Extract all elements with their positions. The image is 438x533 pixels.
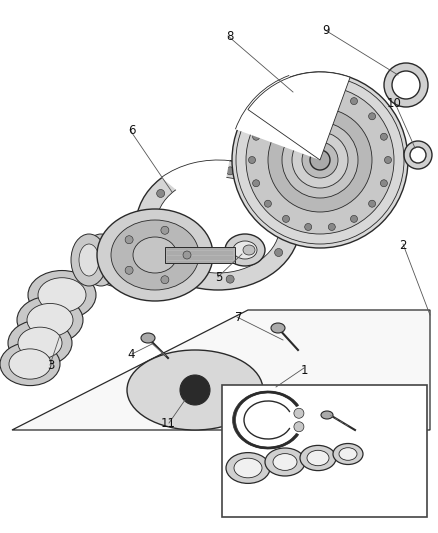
Ellipse shape — [17, 296, 83, 344]
Circle shape — [180, 375, 210, 405]
Ellipse shape — [127, 350, 263, 430]
Ellipse shape — [0, 342, 60, 385]
Wedge shape — [155, 142, 233, 225]
Ellipse shape — [339, 448, 357, 461]
Circle shape — [275, 248, 283, 256]
Ellipse shape — [38, 278, 86, 312]
Ellipse shape — [271, 323, 285, 333]
Circle shape — [253, 180, 260, 187]
Circle shape — [125, 236, 133, 244]
Text: 8: 8 — [226, 30, 233, 43]
Wedge shape — [236, 76, 320, 160]
Ellipse shape — [115, 244, 135, 276]
Ellipse shape — [307, 450, 329, 466]
Text: 2: 2 — [399, 239, 407, 252]
Circle shape — [385, 157, 392, 164]
Ellipse shape — [103, 244, 123, 276]
Circle shape — [380, 180, 387, 187]
Circle shape — [350, 98, 357, 104]
Ellipse shape — [410, 147, 426, 163]
Circle shape — [253, 133, 260, 140]
Ellipse shape — [232, 72, 408, 248]
Ellipse shape — [246, 86, 394, 234]
Ellipse shape — [404, 141, 432, 169]
Circle shape — [294, 422, 304, 432]
Ellipse shape — [71, 234, 107, 286]
Ellipse shape — [302, 142, 338, 178]
Ellipse shape — [225, 234, 265, 266]
Circle shape — [369, 200, 376, 207]
Text: 10: 10 — [387, 98, 402, 110]
Polygon shape — [165, 247, 235, 263]
Circle shape — [305, 223, 312, 230]
Circle shape — [328, 223, 336, 230]
Ellipse shape — [91, 244, 111, 276]
Ellipse shape — [95, 234, 131, 286]
Ellipse shape — [141, 333, 155, 343]
Circle shape — [151, 244, 159, 252]
Ellipse shape — [300, 446, 336, 471]
Polygon shape — [12, 310, 430, 430]
Circle shape — [248, 157, 255, 164]
Circle shape — [183, 251, 191, 259]
Text: 1: 1 — [300, 364, 308, 377]
Ellipse shape — [107, 234, 143, 286]
Wedge shape — [248, 72, 350, 160]
Text: 3: 3 — [47, 359, 54, 372]
Ellipse shape — [9, 349, 51, 379]
Circle shape — [226, 167, 234, 175]
Circle shape — [283, 215, 290, 222]
Circle shape — [369, 113, 376, 120]
Circle shape — [283, 98, 290, 104]
Text: 7: 7 — [235, 311, 243, 324]
Ellipse shape — [111, 220, 199, 290]
Ellipse shape — [27, 303, 73, 336]
Ellipse shape — [18, 327, 62, 359]
Ellipse shape — [384, 63, 428, 107]
Text: 5: 5 — [215, 271, 223, 284]
Ellipse shape — [83, 234, 119, 286]
Ellipse shape — [97, 209, 213, 301]
Circle shape — [161, 227, 169, 235]
Circle shape — [380, 133, 387, 140]
Ellipse shape — [282, 122, 358, 198]
Circle shape — [265, 113, 272, 120]
Ellipse shape — [28, 271, 96, 319]
Ellipse shape — [133, 237, 177, 273]
Circle shape — [157, 189, 165, 197]
Ellipse shape — [156, 177, 280, 273]
Circle shape — [305, 90, 312, 96]
Ellipse shape — [234, 458, 262, 478]
Ellipse shape — [268, 108, 372, 212]
Text: 11: 11 — [161, 417, 176, 430]
Ellipse shape — [310, 150, 330, 170]
Ellipse shape — [292, 132, 348, 188]
Ellipse shape — [226, 453, 270, 483]
Ellipse shape — [243, 245, 255, 255]
Ellipse shape — [273, 454, 297, 471]
Ellipse shape — [333, 443, 363, 464]
Ellipse shape — [321, 411, 333, 419]
Text: 9: 9 — [322, 25, 330, 37]
Ellipse shape — [233, 241, 257, 259]
Circle shape — [277, 198, 286, 206]
Ellipse shape — [79, 244, 99, 276]
Ellipse shape — [265, 448, 305, 476]
Circle shape — [125, 266, 133, 274]
Circle shape — [226, 275, 234, 283]
Text: 4: 4 — [127, 348, 135, 361]
Circle shape — [328, 90, 336, 96]
Circle shape — [265, 200, 272, 207]
Ellipse shape — [136, 160, 300, 290]
Circle shape — [294, 408, 304, 418]
Ellipse shape — [8, 320, 72, 366]
Text: 6: 6 — [127, 124, 135, 137]
Circle shape — [161, 276, 169, 284]
Bar — [222, 385, 427, 517]
Circle shape — [350, 215, 357, 222]
Ellipse shape — [392, 71, 420, 99]
